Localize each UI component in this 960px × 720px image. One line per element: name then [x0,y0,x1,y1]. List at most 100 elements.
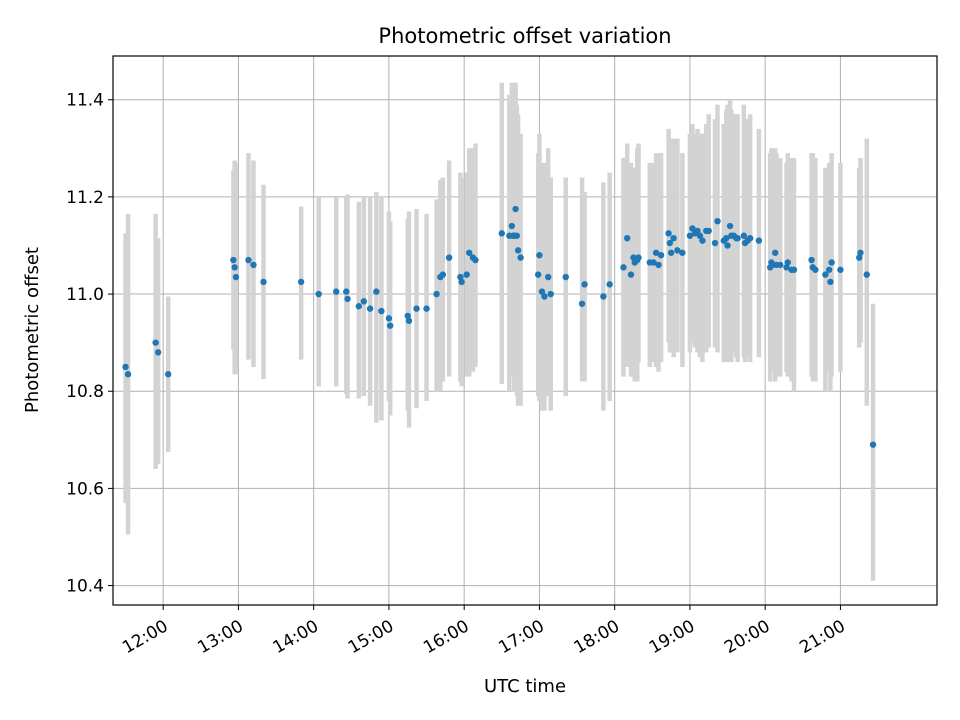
data-point [512,205,519,213]
data-point [536,251,543,259]
data-point [670,234,677,242]
data-point [250,261,257,269]
data-point [344,295,351,303]
data-point [825,266,833,273]
data-point [696,232,704,239]
x-axis-label: UTC time [484,676,566,697]
data-point [657,251,665,259]
data-point [624,234,631,242]
data-point [152,339,159,346]
data-point [545,273,552,281]
data-point [124,371,132,378]
data-point [538,288,546,295]
data-point [360,298,368,305]
data-point [378,307,385,315]
data-point [457,273,464,281]
data-point [686,232,694,239]
data-point [534,271,542,278]
data-point [465,249,473,256]
data-point [513,232,521,239]
data-point [790,266,798,273]
data-point [694,227,701,235]
data-point [315,290,322,298]
data-point [366,305,374,312]
data-point [439,271,447,278]
data-point [232,273,240,281]
data-point [812,266,819,273]
data-point [297,278,305,286]
data-point [808,256,815,264]
data-point [699,237,706,244]
data-point [784,259,791,266]
data-point [260,278,267,286]
data-points [122,205,877,448]
data-point [606,281,613,288]
data-point [122,363,129,371]
data-point [863,271,870,278]
y-tick-label: 11.2 [66,188,104,208]
data-point [385,315,393,322]
data-point [343,288,350,295]
data-point [541,293,548,300]
data-point [772,249,779,256]
data-point [655,261,662,269]
data-point [413,305,420,312]
data-point [463,271,470,278]
data-point [705,227,712,235]
data-point [404,312,411,320]
data-point [600,293,607,300]
y-tick-label: 11.0 [66,285,104,305]
data-point [755,237,763,244]
data-point [433,290,440,298]
data-point [652,249,660,256]
data-point [547,290,554,298]
plot-area-frame [112,55,938,606]
y-tick-label: 10.4 [66,577,104,597]
data-point [578,300,586,307]
data-point [714,217,721,225]
data-point [746,234,754,242]
data-point [231,264,238,271]
data-point [734,234,741,242]
data-point [373,288,380,295]
data-point [355,303,363,310]
data-point [857,249,864,256]
data-point [620,264,627,271]
data-point [164,371,172,378]
data-point [514,247,522,254]
y-axis-label: Photometric offset [22,247,43,413]
data-point [674,247,681,254]
data-point [723,234,730,242]
data-point [423,305,430,312]
data-point [498,230,505,237]
data-point [517,254,524,261]
data-point [822,271,829,278]
data-point [154,349,162,356]
data-point [445,254,453,261]
data-point [650,259,657,266]
y-tick-label: 10.6 [66,479,104,499]
data-point [635,254,642,261]
y-tick-label: 10.8 [66,382,104,402]
y-tick-label: 11.4 [66,91,104,111]
data-point [562,273,569,281]
data-point [458,278,465,286]
data-point [386,322,394,329]
data-point [740,232,748,239]
data-point [726,222,734,230]
y-axis-ticks: 10.4 10.6 10.8 11.0 11.2 11.4 [66,91,113,597]
data-point [405,317,413,324]
data-point [665,230,672,237]
data-point [508,222,516,230]
data-point [667,249,675,256]
data-point [679,249,686,256]
data-point [711,239,719,247]
data-point [856,254,863,261]
data-point [472,256,479,264]
data-point [230,256,237,264]
data-point [777,261,784,269]
data-point [245,256,252,264]
data-point [689,225,696,232]
data-point [724,242,731,249]
